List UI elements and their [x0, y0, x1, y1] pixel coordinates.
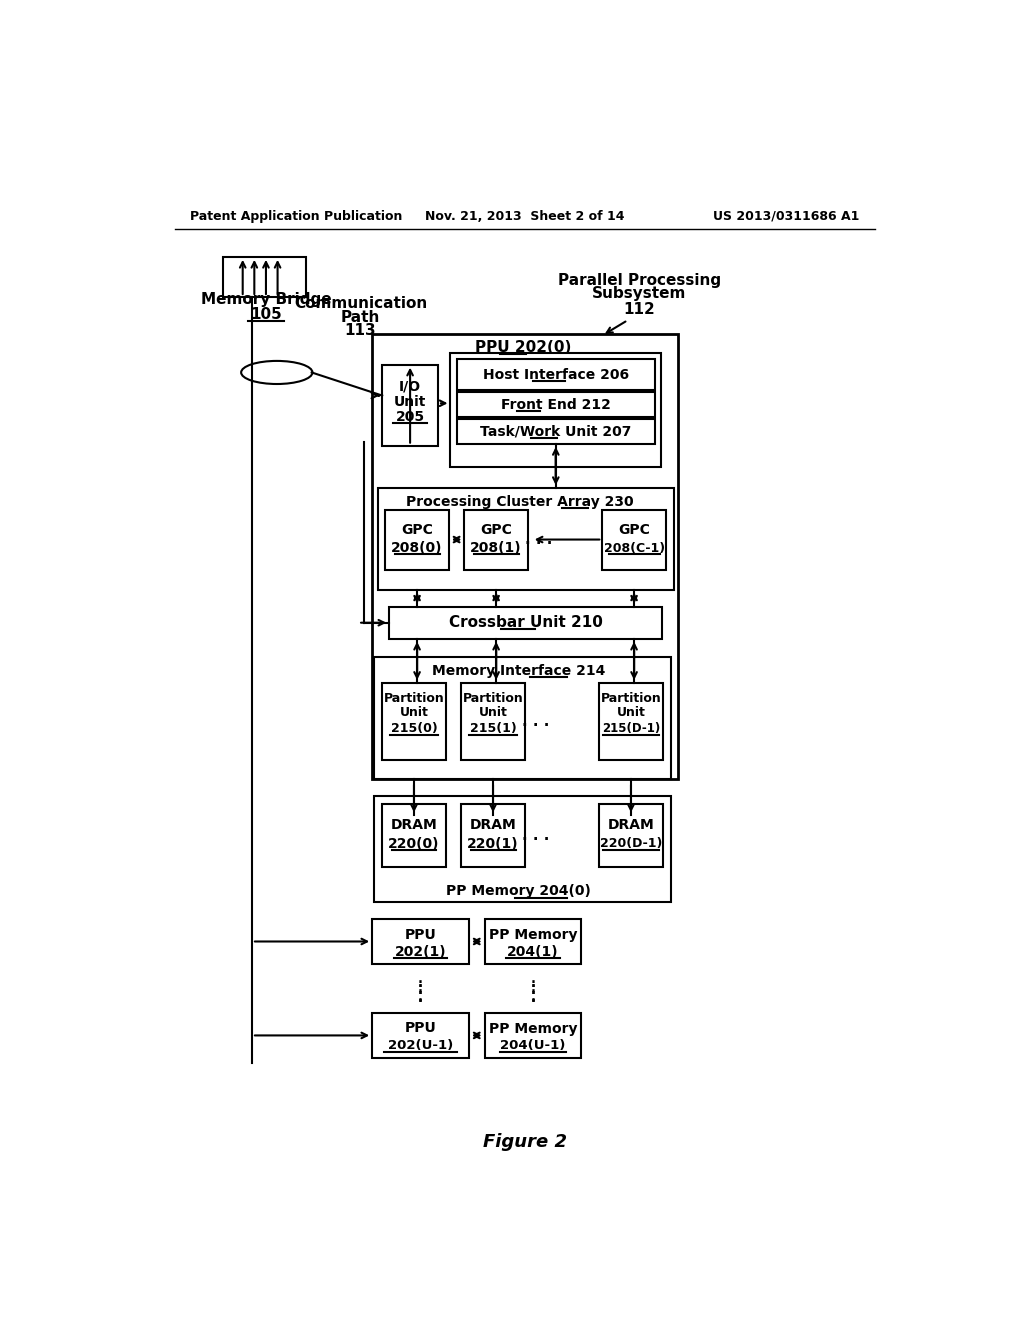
Text: PPU: PPU: [404, 928, 436, 941]
Text: .: .: [417, 968, 424, 987]
Text: Nov. 21, 2013  Sheet 2 of 14: Nov. 21, 2013 Sheet 2 of 14: [425, 210, 625, 223]
Text: Host Interface 206: Host Interface 206: [482, 368, 629, 381]
Bar: [378, 488, 674, 590]
Text: .: .: [529, 986, 537, 1006]
Bar: [372, 1014, 469, 1057]
Text: Memory Bridge: Memory Bridge: [201, 292, 331, 306]
Text: .: .: [529, 986, 537, 1006]
Bar: [464, 510, 528, 570]
Text: Partition: Partition: [384, 692, 444, 705]
Text: .: .: [529, 970, 537, 991]
Text: .: .: [417, 978, 424, 998]
Bar: [222, 257, 306, 297]
Text: PP Memory 204(0): PP Memory 204(0): [446, 884, 591, 899]
Text: Processing Cluster Array 230: Processing Cluster Array 230: [406, 495, 633, 508]
Text: GPC: GPC: [618, 523, 650, 536]
Text: 202(1): 202(1): [394, 945, 446, 958]
Text: 208(C-1): 208(C-1): [603, 541, 665, 554]
Bar: [372, 334, 678, 779]
Text: 208(1): 208(1): [470, 541, 522, 554]
Text: .: .: [529, 968, 537, 987]
Text: 215(0): 215(0): [390, 722, 437, 735]
Text: PPU: PPU: [404, 1022, 436, 1035]
Text: 204(U-1): 204(U-1): [501, 1039, 565, 1052]
Bar: [382, 364, 438, 446]
Text: .: .: [417, 986, 424, 1006]
Text: . . .: . . .: [522, 828, 549, 842]
Text: Communication: Communication: [294, 296, 427, 310]
Text: 220(0): 220(0): [388, 837, 439, 850]
Text: GPC: GPC: [480, 523, 512, 536]
Text: 208(0): 208(0): [391, 541, 442, 554]
Text: .: .: [529, 978, 537, 998]
Text: Front End 212: Front End 212: [501, 397, 610, 412]
Text: .: .: [529, 978, 537, 998]
Text: Patent Application Publication: Patent Application Publication: [190, 210, 402, 223]
Bar: [385, 510, 449, 570]
Text: Subsystem: Subsystem: [592, 286, 687, 301]
Text: PPU 202(0): PPU 202(0): [475, 341, 571, 355]
Text: .: .: [417, 978, 424, 998]
Text: .: .: [529, 986, 537, 1006]
Bar: [484, 919, 582, 964]
Bar: [599, 682, 663, 760]
Text: Partition: Partition: [463, 692, 523, 705]
Text: Crossbar Unit 210: Crossbar Unit 210: [449, 615, 602, 630]
Bar: [457, 359, 655, 391]
Text: DRAM: DRAM: [607, 818, 654, 832]
Text: 112: 112: [624, 302, 655, 317]
Text: PP Memory: PP Memory: [488, 1022, 578, 1035]
Text: Figure 2: Figure 2: [482, 1134, 567, 1151]
Bar: [382, 682, 445, 760]
Bar: [375, 796, 671, 903]
Bar: [457, 392, 655, 417]
Bar: [484, 1014, 582, 1057]
Text: .: .: [417, 970, 424, 991]
Text: .: .: [417, 986, 424, 1006]
Text: 220(D-1): 220(D-1): [600, 837, 663, 850]
Text: Unit: Unit: [616, 705, 645, 718]
Bar: [375, 657, 671, 779]
Text: .: .: [417, 986, 424, 1006]
Text: .: .: [529, 977, 537, 997]
Text: Unit: Unit: [399, 705, 428, 718]
Bar: [451, 354, 662, 467]
Bar: [382, 804, 445, 867]
Text: 215(D-1): 215(D-1): [602, 722, 660, 735]
Bar: [602, 510, 666, 570]
Bar: [389, 607, 662, 639]
Bar: [461, 804, 524, 867]
Text: Task/Work Unit 207: Task/Work Unit 207: [480, 425, 632, 438]
Text: US 2013/0311686 A1: US 2013/0311686 A1: [714, 210, 859, 223]
Text: Partition: Partition: [601, 692, 662, 705]
Bar: [457, 418, 655, 444]
Text: I/O: I/O: [399, 379, 421, 393]
Text: 105: 105: [250, 308, 282, 322]
Text: PP Memory: PP Memory: [488, 928, 578, 941]
Text: DRAM: DRAM: [390, 818, 437, 832]
Text: Unit: Unit: [478, 705, 508, 718]
Text: .: .: [529, 970, 537, 991]
Bar: [461, 682, 524, 760]
Text: Unit: Unit: [394, 395, 426, 409]
Text: Path: Path: [341, 309, 380, 325]
Text: GPC: GPC: [401, 523, 433, 536]
Text: .: .: [417, 970, 424, 991]
Text: 204(1): 204(1): [507, 945, 559, 958]
Text: 215(1): 215(1): [470, 722, 516, 735]
Text: DRAM: DRAM: [470, 818, 516, 832]
Text: . . .: . . .: [525, 532, 552, 546]
Text: .: .: [417, 977, 424, 997]
Text: Memory Interface 214: Memory Interface 214: [432, 664, 605, 678]
Text: . . .: . . .: [522, 714, 549, 729]
Bar: [372, 919, 469, 964]
Ellipse shape: [241, 360, 312, 384]
Text: 220(1): 220(1): [467, 837, 519, 850]
Text: 113: 113: [345, 323, 376, 338]
Bar: [599, 804, 663, 867]
Text: 205: 205: [395, 411, 425, 424]
Text: Parallel Processing: Parallel Processing: [558, 272, 721, 288]
Text: 202(U-1): 202(U-1): [388, 1039, 454, 1052]
